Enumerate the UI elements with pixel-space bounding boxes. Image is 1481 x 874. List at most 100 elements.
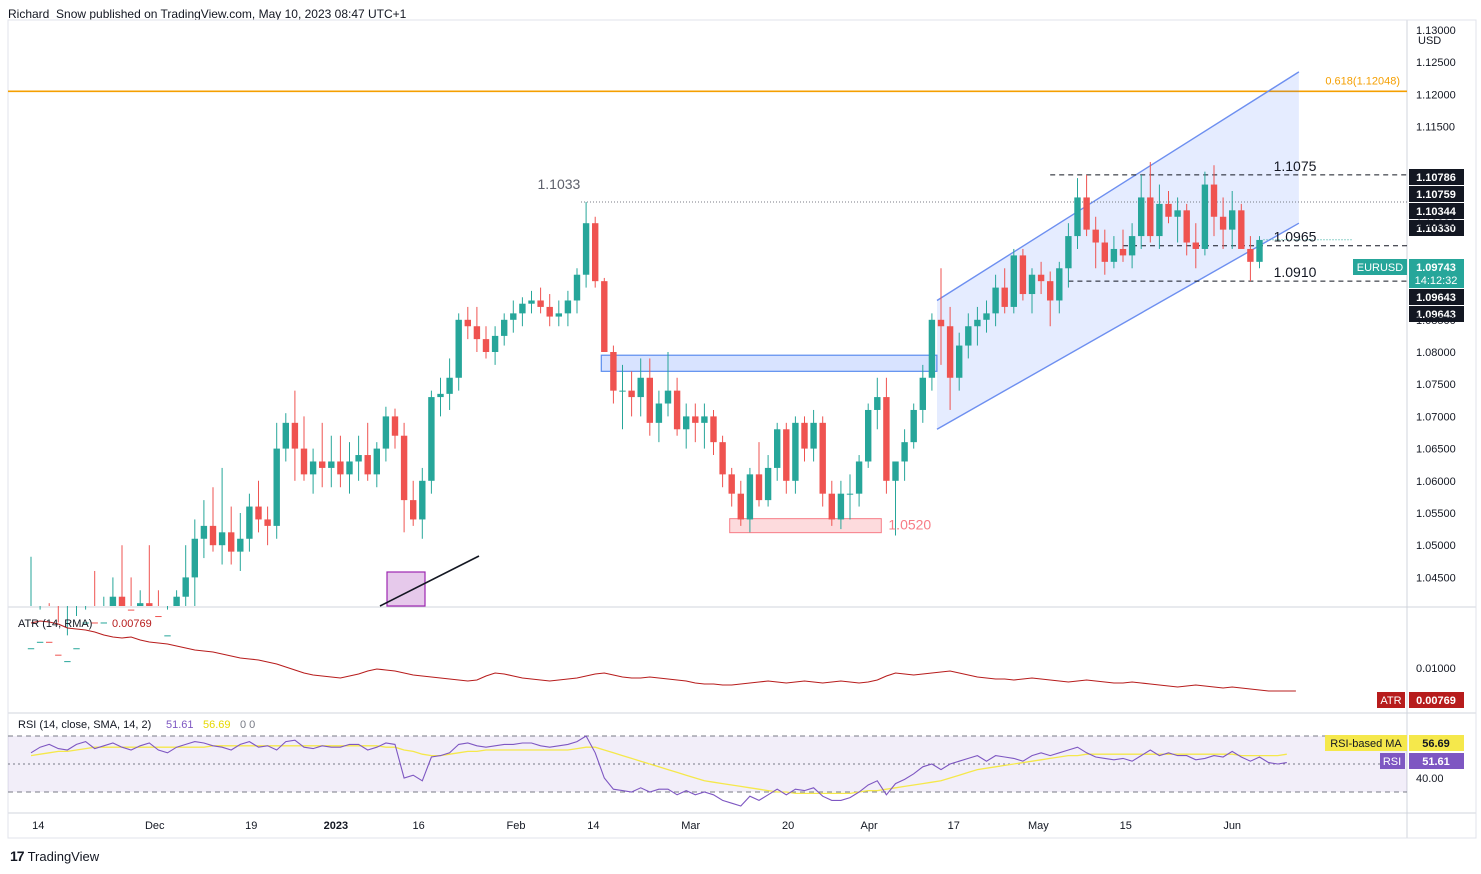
candle-body xyxy=(619,390,626,392)
candle-body xyxy=(1065,236,1072,269)
candle xyxy=(27,556,35,650)
rsi-line xyxy=(30,735,1287,807)
candle-body xyxy=(428,397,435,481)
candle xyxy=(764,455,772,507)
pattern-box xyxy=(386,571,426,607)
tradingview-footer[interactable]: 17 TradingView xyxy=(10,848,99,864)
candle-body xyxy=(828,493,835,520)
candle-body xyxy=(1101,242,1108,262)
candle-body xyxy=(610,352,617,391)
atr-axis-tick: 0.01000 xyxy=(1416,663,1456,675)
candle-body xyxy=(36,641,44,643)
price-badge xyxy=(1409,203,1464,219)
candle xyxy=(746,467,754,533)
price-tick: 1.10000 xyxy=(1416,218,1456,230)
candle-body xyxy=(1028,274,1036,295)
rsi-extra: 0 0 xyxy=(240,719,255,731)
candle-body xyxy=(1010,255,1017,307)
candle-body xyxy=(837,493,845,520)
chart-frame xyxy=(7,19,1477,839)
candle-body xyxy=(956,345,963,378)
candle-body xyxy=(137,603,144,606)
candle xyxy=(855,455,863,507)
candle xyxy=(582,201,590,288)
candle xyxy=(901,429,908,481)
candle xyxy=(874,377,881,430)
rsi-value: 51.61 xyxy=(166,719,194,731)
candle-body xyxy=(355,455,362,462)
candle xyxy=(355,435,362,481)
rsi-ma-badge xyxy=(1325,735,1407,751)
candle-body xyxy=(1047,281,1054,301)
candle xyxy=(1210,165,1218,237)
atr-badge xyxy=(1377,692,1405,708)
candle-body xyxy=(155,616,162,618)
price-tick: 1.04500 xyxy=(1416,572,1456,584)
candle-body xyxy=(582,223,590,275)
candle xyxy=(501,313,508,346)
candles-layer xyxy=(27,162,1263,663)
candle-body xyxy=(673,390,681,430)
candle-body xyxy=(1119,248,1127,256)
candle xyxy=(55,606,62,656)
candle-body xyxy=(719,442,726,475)
candle-body xyxy=(564,300,572,314)
candle xyxy=(528,290,535,314)
candle xyxy=(628,371,635,417)
candle xyxy=(937,268,945,365)
price-badge xyxy=(1409,289,1464,305)
candle-body xyxy=(764,467,772,501)
candle xyxy=(1074,178,1081,249)
candle xyxy=(246,493,253,552)
candle-body xyxy=(146,603,153,606)
candle-body xyxy=(91,622,98,624)
candle xyxy=(646,358,653,436)
candle-body xyxy=(46,641,53,643)
candle xyxy=(209,487,217,552)
candle xyxy=(228,506,235,565)
candle xyxy=(965,313,972,359)
price-badge xyxy=(1409,220,1464,236)
candle xyxy=(1019,248,1027,301)
trend-line xyxy=(379,555,480,607)
price-badge-text: 1.10786 xyxy=(1416,172,1456,184)
level-label: 1.1075 xyxy=(1274,158,1317,174)
candle-body xyxy=(1019,255,1027,295)
candle-body xyxy=(1037,274,1045,282)
candle-body xyxy=(519,303,526,314)
candle-body xyxy=(100,622,107,624)
publisher-caption: Richard_Snow published on TradingView.co… xyxy=(8,7,407,21)
candle-body xyxy=(127,609,135,611)
candle-body xyxy=(555,313,562,317)
candle-body xyxy=(937,319,945,327)
candle-body xyxy=(892,461,899,481)
candle xyxy=(328,435,335,488)
candle xyxy=(400,422,408,533)
candle-body xyxy=(173,596,180,606)
candle-body xyxy=(1238,210,1245,249)
price-badge-text: 1.10344 xyxy=(1416,206,1457,218)
candle xyxy=(1028,268,1036,314)
candle xyxy=(473,306,481,352)
candle xyxy=(1138,174,1145,249)
time-tick: 17 xyxy=(948,820,960,832)
price-badge-text: 1.09643 xyxy=(1416,309,1456,321)
atr-pane: ATR (14, RMA) 0.00769 0.01000 ATR 0.00769 xyxy=(18,618,1464,708)
candle-body xyxy=(255,506,262,520)
price-badge xyxy=(1409,306,1464,322)
price-badge-text: 1.09643 xyxy=(1416,292,1456,304)
candle xyxy=(537,287,544,314)
current-price-text: 1.09743 xyxy=(1416,262,1456,274)
candle-body xyxy=(410,500,417,520)
candle-body xyxy=(655,403,663,423)
footer-brand: TradingView xyxy=(27,848,100,864)
candle-body xyxy=(55,654,62,656)
price-tick: 1.08000 xyxy=(1416,347,1456,359)
candle xyxy=(1092,216,1099,269)
candle xyxy=(683,403,690,449)
price-tick: 1.06500 xyxy=(1416,444,1456,456)
candle xyxy=(309,448,317,494)
candle xyxy=(1119,229,1127,262)
price-badge-text: 1.10330 xyxy=(1416,223,1456,235)
